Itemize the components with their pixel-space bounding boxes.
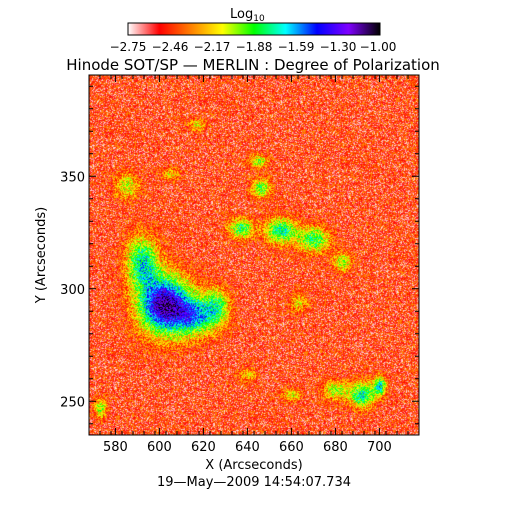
y-tick-label: 250 xyxy=(60,395,85,410)
y-tick-label: 300 xyxy=(60,283,85,298)
x-tick-label: 680 xyxy=(323,440,348,455)
colorbar-tick-label: −2.46 xyxy=(152,40,189,54)
timestamp: 19—May—2009 14:54:07.734 xyxy=(157,475,351,490)
colorbar-tick-label: −1.88 xyxy=(236,40,273,54)
y-tick-label: 350 xyxy=(60,170,85,185)
x-tick-label: 580 xyxy=(103,440,128,455)
heatmap-area xyxy=(89,75,419,435)
x-axis-label: X (Arcseconds) xyxy=(205,458,302,473)
x-tick-label: 600 xyxy=(147,440,172,455)
x-tick-label: 620 xyxy=(191,440,216,455)
heatmap-canvas xyxy=(89,75,419,435)
x-tick-label: 700 xyxy=(367,440,392,455)
colorbar-tick-label: −1.59 xyxy=(278,40,315,54)
axis-ticks: 580 600 620 640 660 680 700 250 300 350 xyxy=(60,75,420,455)
colorbar-tick-label: −1.00 xyxy=(360,40,397,54)
colorbar-tick-label: −1.30 xyxy=(320,40,357,54)
chart-title: Hinode SOT/SP — MERLIN : Degree of Polar… xyxy=(66,56,440,74)
colorbar-label: Log10 xyxy=(230,7,265,24)
colorbar xyxy=(127,22,381,36)
x-tick-label: 640 xyxy=(235,440,260,455)
y-axis-label: Y (Arcseconds) xyxy=(34,207,49,304)
colorbar-tick-label: −2.17 xyxy=(194,40,231,54)
colorbar-tick-label: −2.75 xyxy=(110,40,147,54)
x-tick-label: 660 xyxy=(279,440,304,455)
